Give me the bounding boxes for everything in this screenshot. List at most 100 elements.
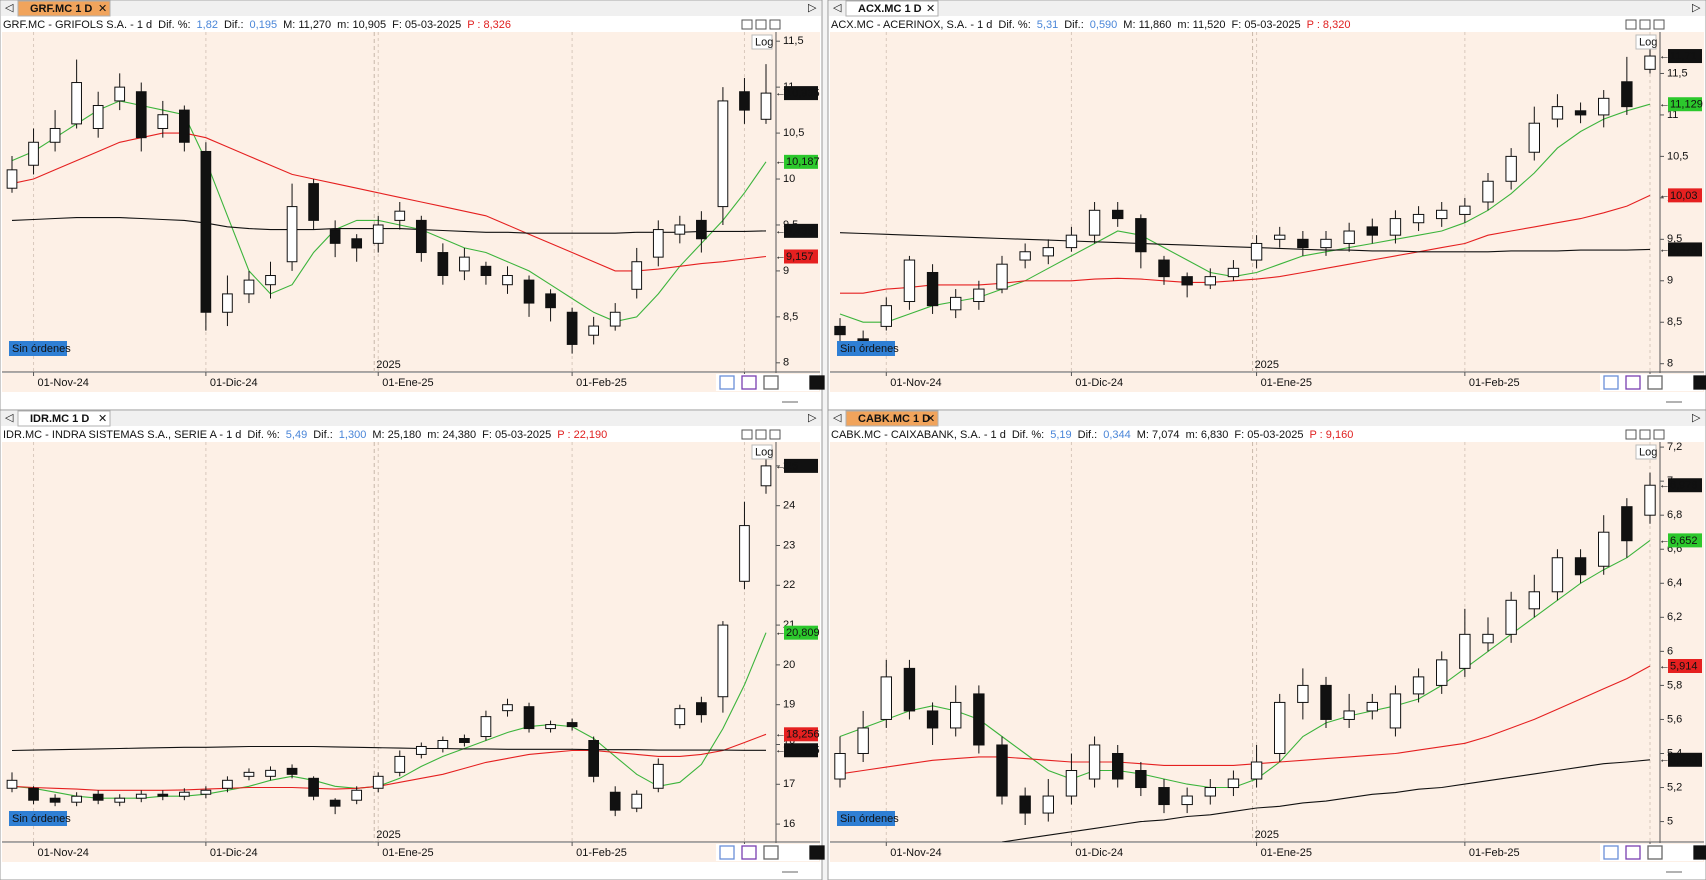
toolbar-save[interactable] bbox=[741, 375, 757, 390]
y-tick-label: 22 bbox=[783, 579, 795, 591]
tab-close[interactable]: ✕ bbox=[926, 3, 935, 15]
window-min[interactable] bbox=[1625, 429, 1637, 440]
orders-badge-label: Sin órdenes bbox=[840, 813, 899, 825]
candle-body bbox=[415, 745, 427, 755]
tab[interactable] bbox=[845, 0, 939, 17]
log-button[interactable] bbox=[751, 34, 773, 50]
candle-body bbox=[1297, 684, 1309, 703]
tag-arrow: ← bbox=[1659, 243, 1670, 255]
candle-body bbox=[996, 263, 1008, 290]
tab-label[interactable]: CABK.MC 1 D bbox=[858, 413, 930, 425]
chart-header: IDR.MC - INDRA SISTEMAS S.A., SERIE A - … bbox=[3, 429, 607, 441]
toolbar-fill[interactable] bbox=[1693, 375, 1706, 390]
candle-body bbox=[286, 206, 298, 263]
header-stat: Dif. %: bbox=[998, 19, 1030, 31]
chart-panel: ◁ ▷ ACX.MC 1 D ✕ ACX.MC - ACERINOX, S.A. - 1… bbox=[827, 0, 1706, 411]
window-close[interactable] bbox=[1653, 429, 1665, 440]
candle-body bbox=[1227, 267, 1240, 278]
toolbar-zoom[interactable] bbox=[719, 375, 735, 390]
log-button-label[interactable]: Log bbox=[755, 36, 773, 48]
window-max[interactable] bbox=[1639, 19, 1651, 30]
log-button[interactable] bbox=[1635, 34, 1657, 50]
toolbar-fit[interactable] bbox=[763, 845, 779, 860]
tab-strip bbox=[829, 411, 1705, 426]
tab-label[interactable]: ACX.MC 1 D bbox=[858, 3, 922, 15]
plot-area bbox=[830, 32, 1704, 372]
candle-body bbox=[1482, 180, 1494, 203]
window-close[interactable] bbox=[769, 19, 781, 30]
window-max[interactable] bbox=[755, 429, 767, 440]
candle-body bbox=[566, 722, 578, 728]
tag-arrow: ← bbox=[1659, 479, 1670, 491]
candle-body bbox=[973, 288, 985, 303]
tab-scroll-left: ◁ bbox=[833, 2, 842, 14]
y-tick-label: 23 bbox=[783, 539, 795, 551]
tab-scroll-right: ▷ bbox=[1692, 412, 1701, 424]
candle-body bbox=[286, 767, 298, 775]
toolbar-save[interactable] bbox=[1625, 375, 1641, 390]
y-tick-label: 10 bbox=[783, 173, 795, 185]
log-button-label[interactable]: Log bbox=[755, 446, 773, 458]
toolbar-fit[interactable] bbox=[763, 375, 779, 390]
tab-close[interactable]: ✕ bbox=[98, 3, 107, 15]
candle-body bbox=[351, 238, 363, 249]
tab-close[interactable]: ✕ bbox=[926, 413, 935, 425]
header-stat: Dif. %: bbox=[1012, 429, 1044, 441]
tag-arrow: ← bbox=[1659, 534, 1670, 546]
toolbar-fill[interactable] bbox=[1693, 845, 1706, 860]
price-tag-label: 9,378 bbox=[1670, 244, 1698, 256]
price-tag-label: 18,256 bbox=[786, 729, 820, 741]
window-min[interactable] bbox=[1625, 19, 1637, 30]
candle-body bbox=[1065, 234, 1078, 249]
y-tick-label: 8,5 bbox=[783, 311, 798, 323]
window-close[interactable] bbox=[1653, 19, 1665, 30]
candle-body bbox=[1482, 633, 1494, 644]
x-tick-label: 01-Feb-25 bbox=[576, 847, 627, 859]
candle-body bbox=[739, 91, 750, 111]
toolbar-fill[interactable] bbox=[809, 375, 825, 390]
header-stat: P : 22,190 bbox=[557, 429, 607, 441]
tab-label[interactable]: IDR.MC 1 D bbox=[30, 413, 89, 425]
tab[interactable] bbox=[845, 410, 939, 427]
candle-body bbox=[372, 224, 384, 244]
tag-arrow: ← bbox=[1659, 50, 1670, 62]
window-max[interactable] bbox=[755, 19, 767, 30]
window-min[interactable] bbox=[741, 429, 753, 440]
tab[interactable] bbox=[17, 0, 111, 17]
candle-body bbox=[222, 293, 233, 313]
toolbar-zoom[interactable] bbox=[1603, 375, 1619, 390]
tab-label[interactable]: GRF.MC 1 D bbox=[30, 3, 92, 15]
candle-body bbox=[265, 275, 276, 286]
tab-scroll-right: ▷ bbox=[1692, 2, 1701, 14]
tab[interactable] bbox=[17, 410, 111, 427]
tab-close[interactable]: ✕ bbox=[98, 413, 107, 425]
log-button-label[interactable]: Log bbox=[1639, 36, 1657, 48]
window-min[interactable] bbox=[741, 19, 753, 30]
candle-body bbox=[6, 169, 18, 189]
y-tick-label: 16 bbox=[783, 818, 795, 830]
toolbar-fit[interactable] bbox=[1647, 845, 1663, 860]
toolbar-save[interactable] bbox=[1625, 845, 1641, 860]
candle-body bbox=[1135, 770, 1147, 789]
y-tick-label: 24 bbox=[783, 500, 795, 512]
log-button[interactable] bbox=[1635, 444, 1657, 460]
log-button[interactable] bbox=[751, 444, 773, 460]
y-tick-label: 9,5 bbox=[1667, 233, 1682, 245]
price-tag bbox=[784, 625, 818, 640]
price-tag bbox=[784, 223, 818, 238]
chart-header: ACX.MC - ACERINOX, S.A. - 1 d Dif. %: 5,31… bbox=[831, 19, 1350, 31]
window-close[interactable] bbox=[769, 429, 781, 440]
y-tick-label: 9 bbox=[783, 265, 789, 277]
tag-arrow: ← bbox=[775, 627, 786, 639]
toolbar-save[interactable] bbox=[741, 845, 757, 860]
candle-body bbox=[1181, 276, 1193, 286]
log-button-label[interactable]: Log bbox=[1639, 446, 1657, 458]
candle-body bbox=[1389, 693, 1402, 729]
candle-body bbox=[857, 727, 869, 754]
toolbar-fit[interactable] bbox=[1647, 375, 1663, 390]
candle-body bbox=[28, 787, 39, 801]
window-max[interactable] bbox=[1639, 429, 1651, 440]
toolbar-zoom[interactable] bbox=[1603, 845, 1619, 860]
toolbar-fill[interactable] bbox=[809, 845, 825, 860]
toolbar-zoom[interactable] bbox=[719, 845, 735, 860]
